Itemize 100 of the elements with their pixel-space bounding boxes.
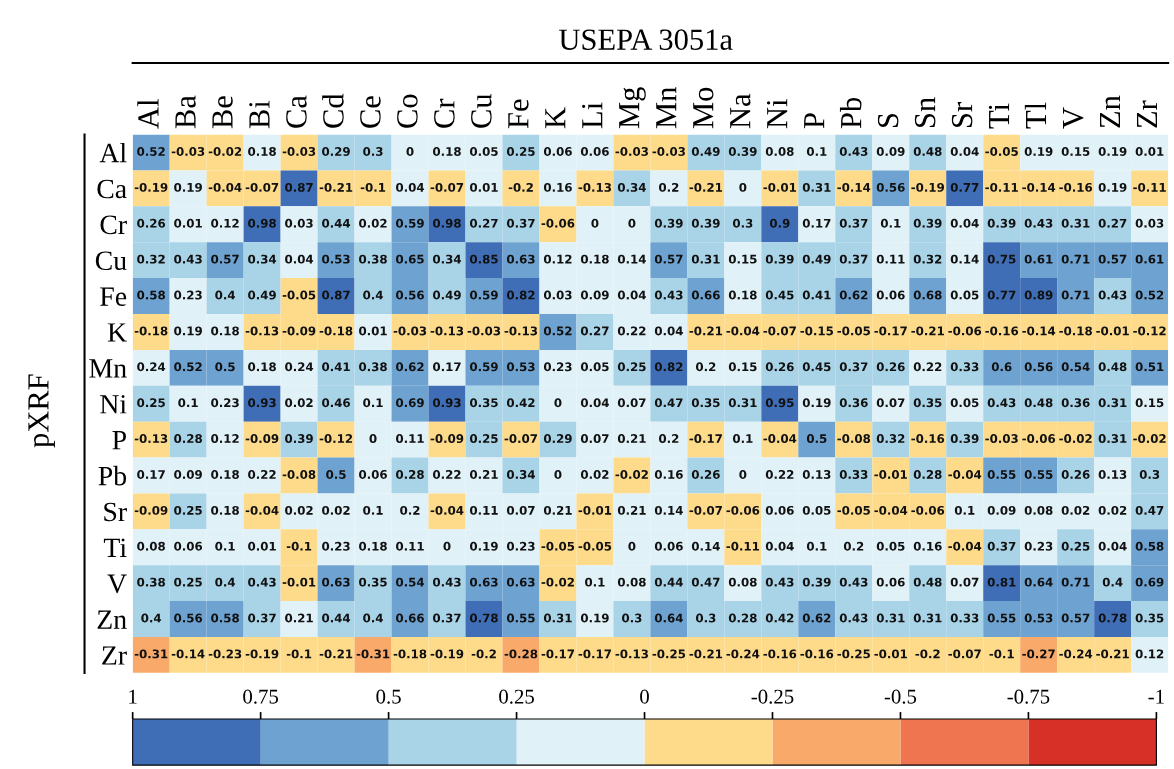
data-label: 0.39 [950, 434, 979, 444]
x-tick-label: Ti [988, 103, 1010, 129]
chart-title: USEPA 3051a [559, 29, 733, 50]
x-tick-label: Na [730, 93, 751, 129]
x-tick-label: Ca [286, 95, 307, 128]
data-label: 0.43 [1024, 218, 1053, 228]
data-label: 0.2 [658, 182, 679, 192]
data-label: 0.12 [1135, 649, 1164, 659]
data-label: 0.08 [765, 147, 794, 156]
data-label: 0.43 [839, 577, 868, 587]
data-label: -0.09 [245, 434, 279, 444]
data-label: 0.21 [543, 505, 572, 515]
x-tick-label: Cu [471, 93, 492, 128]
data-label: 0 [628, 218, 636, 228]
data-label: 0 [554, 398, 562, 408]
x-tick-label: Be [212, 96, 233, 129]
data-label: 0.1 [215, 541, 235, 551]
data-label: 0.22 [248, 469, 276, 479]
data-label: -0.17 [578, 649, 611, 659]
data-label: 0.33 [950, 613, 979, 623]
data-label: 0.19 [580, 613, 609, 623]
data-label: 0.08 [137, 541, 165, 551]
data-label: 0.05 [580, 362, 609, 372]
data-label: 0.19 [174, 182, 202, 192]
color-bar-label: -0.75 [1007, 689, 1050, 704]
data-label: 0.19 [1024, 147, 1053, 156]
y-tick-label: Cu [95, 251, 127, 271]
data-label: 0.68 [913, 290, 942, 300]
data-label: 0.19 [802, 398, 831, 408]
data-label: -0.05 [837, 326, 870, 336]
data-label: 0.57 [211, 254, 239, 264]
data-label: 0.58 [137, 290, 165, 300]
data-label: -0.03 [652, 147, 685, 156]
data-label: -0.06 [1022, 434, 1056, 444]
data-label: 0.23 [506, 541, 535, 551]
x-tick-label: Cd [322, 93, 344, 128]
data-label: -0.28 [504, 649, 538, 659]
data-label: 0.18 [211, 326, 239, 336]
x-tick-label: Co [397, 94, 418, 128]
data-label: 0.37 [248, 613, 276, 623]
data-label: 0.27 [1098, 218, 1127, 228]
data-label: -0.2 [915, 649, 940, 659]
data-label: 0.55 [987, 469, 1016, 479]
data-label: -0.04 [208, 182, 242, 192]
data-label: -0.04 [948, 469, 982, 479]
data-label: 0.26 [765, 362, 794, 372]
data-label: 0.3 [622, 613, 642, 623]
data-label: 0.71 [1061, 254, 1090, 264]
data-label: 0.56 [1024, 362, 1053, 372]
data-label: 0.32 [137, 254, 165, 264]
data-label: -0.11 [726, 541, 760, 551]
data-label: 0.03 [1135, 218, 1164, 228]
x-tick-label: Ni [766, 99, 788, 129]
data-label: 0.45 [802, 362, 831, 372]
data-label: 0.39 [987, 218, 1016, 228]
color-bar-label: -1 [1148, 689, 1164, 704]
data-label: 0.62 [396, 362, 424, 372]
data-label: 0.31 [913, 613, 942, 623]
data-label: 0.4 [1102, 577, 1123, 587]
x-tick-label: Sr [951, 102, 973, 127]
data-label: 0.38 [137, 577, 165, 587]
data-label: -0.18 [1059, 326, 1092, 336]
data-label: 0.02 [285, 398, 313, 408]
data-label: 0.93 [248, 398, 276, 408]
data-label: -0.05 [541, 541, 575, 551]
data-label: 0 [443, 541, 451, 551]
data-label: 0.06 [580, 147, 609, 156]
data-label: -0.04 [874, 505, 908, 515]
data-label: 0.59 [469, 362, 498, 372]
data-label: 0.15 [728, 254, 757, 264]
data-label: 0.54 [396, 577, 425, 587]
data-label: 0.05 [469, 147, 498, 156]
data-label: 0.38 [359, 254, 387, 264]
data-label: 0.12 [211, 218, 239, 228]
data-label: 0.43 [248, 577, 276, 587]
data-label: -0.1 [286, 541, 312, 551]
data-label: -0.19 [911, 182, 945, 192]
data-label: 0.9 [769, 218, 790, 228]
data-label: 0.23 [1024, 541, 1053, 551]
data-label: 0.17 [137, 469, 165, 479]
x-tick-label: Fe [508, 99, 529, 129]
data-label: -0.1 [989, 649, 1014, 659]
data-label: -0.11 [985, 182, 1018, 192]
data-label: 0.28 [913, 469, 942, 479]
data-label: -0.06 [911, 505, 945, 515]
data-label: 0.28 [396, 469, 424, 479]
data-label: 0.64 [1024, 577, 1053, 587]
data-label: 0.17 [802, 218, 831, 228]
data-label: -0.13 [245, 326, 279, 336]
data-label: 0.05 [950, 290, 979, 300]
data-label: -0.16 [763, 649, 797, 659]
data-label: 0.69 [1135, 577, 1164, 587]
data-label: 0.3 [695, 613, 716, 623]
x-tick-label: P [804, 113, 825, 129]
data-label: 0.16 [543, 182, 572, 192]
data-label: -0.16 [985, 326, 1019, 336]
data-label: 0.39 [802, 577, 831, 587]
data-label: 0.01 [1135, 147, 1164, 156]
data-label: -0.1 [360, 182, 386, 192]
data-label: 0.21 [617, 434, 646, 444]
